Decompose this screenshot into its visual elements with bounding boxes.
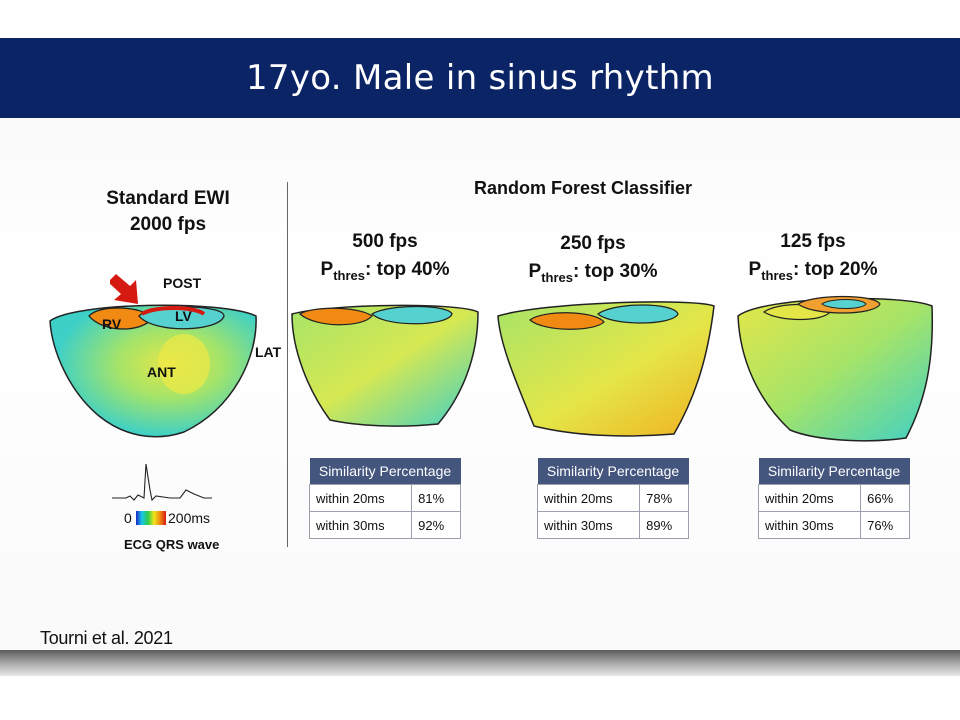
row-label: within 20ms: [536, 484, 641, 512]
table-row: within 20ms 78%: [536, 484, 689, 512]
panel-2-heart-map: [497, 301, 715, 437]
label-post: POST: [163, 275, 202, 291]
panel-1-similarity-table: Similarity Percentage within 20ms 81% wit…: [308, 458, 461, 539]
panel-3-pthres: Pthres: top 20%: [748, 259, 878, 283]
standard-heading: Standard EWI 2000 fps: [88, 186, 248, 238]
ecg-scale-end: 200ms: [168, 510, 211, 526]
panel-3-heart-map: [737, 295, 934, 442]
citation: Tourni et al. 2021: [40, 628, 173, 648]
label-lat: LAT: [255, 344, 282, 360]
row-label: within 30ms: [757, 511, 862, 539]
table-row: within 30ms 92%: [308, 511, 461, 539]
row-value: 89%: [639, 511, 689, 539]
panel-2-heading: 250 fps Pthres: top 30%: [508, 230, 678, 292]
panel-3-similarity-table: Similarity Percentage within 20ms 66% wit…: [757, 458, 910, 539]
row-label: within 30ms: [536, 511, 641, 539]
panel-2-similarity-table: Similarity Percentage within 20ms 78% wit…: [536, 458, 689, 539]
label-ant: ANT: [147, 364, 176, 380]
table-header: Similarity Percentage: [537, 458, 689, 485]
slide-bottom-edge: [0, 650, 960, 676]
standard-heading-line1: Standard EWI: [106, 188, 230, 209]
row-value: 81%: [411, 484, 461, 512]
table-header: Similarity Percentage: [758, 458, 910, 485]
row-value: 92%: [411, 511, 461, 539]
panel-1-pthres: Pthres: top 40%: [320, 259, 450, 283]
row-label: within 30ms: [308, 511, 413, 539]
label-lv: LV: [175, 308, 192, 324]
table-row: within 30ms 89%: [536, 511, 689, 539]
panel-1-heart-map: [291, 304, 479, 427]
table-row: within 20ms 66%: [757, 484, 910, 512]
panel-3-heading: 125 fps Pthres: top 20%: [728, 228, 898, 290]
panel-3-fps: 125 fps: [780, 231, 846, 252]
panel-2-fps: 250 fps: [560, 233, 626, 254]
row-label: within 20ms: [308, 484, 413, 512]
color-scale-bar: [136, 511, 166, 525]
panel-2-pthres: Pthres: top 30%: [528, 261, 658, 285]
label-rv: RV: [102, 316, 122, 332]
table-row: within 20ms 81%: [308, 484, 461, 512]
table-row: within 30ms 76%: [757, 511, 910, 539]
row-value: 78%: [639, 484, 689, 512]
row-value: 66%: [860, 484, 910, 512]
ecg-caption: ECG QRS wave: [124, 537, 220, 552]
classifier-heading: Random Forest Classifier: [474, 178, 693, 198]
section-divider: [287, 182, 288, 547]
ecg-wave-graph: [112, 463, 212, 502]
panel-1-heading: 500 fps Pthres: top 40%: [300, 228, 470, 290]
row-label: within 20ms: [757, 484, 862, 512]
standard-heading-line2: 2000 fps: [129, 214, 207, 235]
slide-title: 17yo. Male in sinus rhythm: [246, 58, 714, 98]
arrow-icon: [110, 274, 138, 304]
row-value: 76%: [860, 511, 910, 539]
standard-heart-map: [49, 304, 257, 438]
ecg-scale-start: 0: [124, 510, 132, 526]
table-header: Similarity Percentage: [309, 458, 461, 485]
panel-1-fps: 500 fps: [352, 231, 418, 252]
title-bar: 17yo. Male in sinus rhythm: [0, 38, 960, 118]
